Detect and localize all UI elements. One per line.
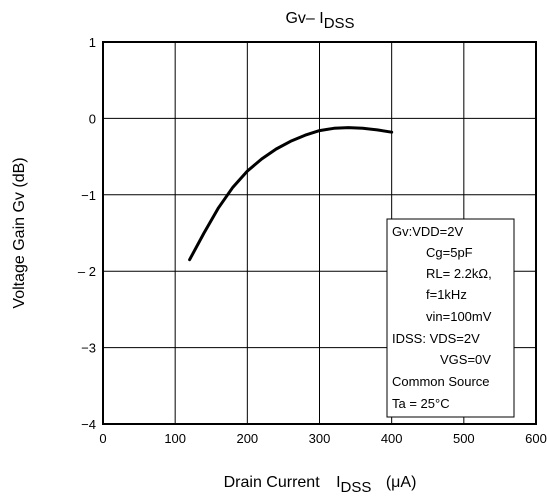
chart-title-sub: DSS (324, 15, 355, 32)
x-tick-label: 500 (453, 431, 475, 446)
y-tick-label: – 2 (78, 264, 96, 279)
chart-title-main: Gv– I (285, 10, 323, 27)
legend-line-8: Common Source (392, 374, 490, 389)
y-tick-label: −4 (81, 417, 96, 432)
x-tick-label: 100 (164, 431, 186, 446)
legend-line-4: f=1kHz (426, 287, 467, 302)
y-tick-label: −1 (81, 188, 96, 203)
plot-area (102, 41, 537, 425)
x-axis-label-main: Drain Current (224, 474, 321, 491)
x-tick-label: 400 (381, 431, 403, 446)
legend-line-1: Gv:VDD=2V (392, 224, 463, 239)
legend-line-7: VGS=0V (440, 352, 491, 367)
x-tick-label: 300 (309, 431, 331, 446)
y-tick-label: 0 (89, 111, 96, 126)
x-tick-label: 200 (236, 431, 258, 446)
x-tick-label: 0 (99, 431, 106, 446)
legend-frame (386, 218, 515, 418)
legend-box: Gv:VDD=2V Cg=5pF RL= 2.2kΩ, f=1kHz vin=1… (386, 218, 515, 418)
x-axis-label-unit: (μA) (386, 474, 417, 491)
series-line (188, 126, 394, 262)
y-tick-labels: 1 0 −1 – 2 −3 −4 (78, 35, 96, 432)
x-axis-label-i: I (336, 474, 340, 491)
legend-line-6: IDSS: VDS=2V (392, 331, 480, 346)
y-axis-label: Voltage Gain Gv (dB) (11, 157, 28, 308)
chart-title: Gv– IDSS (285, 10, 354, 32)
legend-line-5: vin=100mV (426, 309, 492, 324)
x-tick-labels: 0 100 200 300 400 500 600 (99, 431, 546, 446)
legend-line-9: Ta = 25°C (392, 396, 450, 411)
y-tick-label: −3 (81, 341, 96, 356)
x-axis-label: Drain Current IDSS (μA) (224, 474, 417, 496)
x-axis-label-sub: DSS (341, 479, 372, 496)
legend-line-2: Cg=5pF (426, 245, 473, 260)
x-tick-label: 600 (525, 431, 547, 446)
legend-line-3: RL= 2.2kΩ, (426, 266, 492, 281)
y-tick-label: 1 (89, 35, 96, 50)
